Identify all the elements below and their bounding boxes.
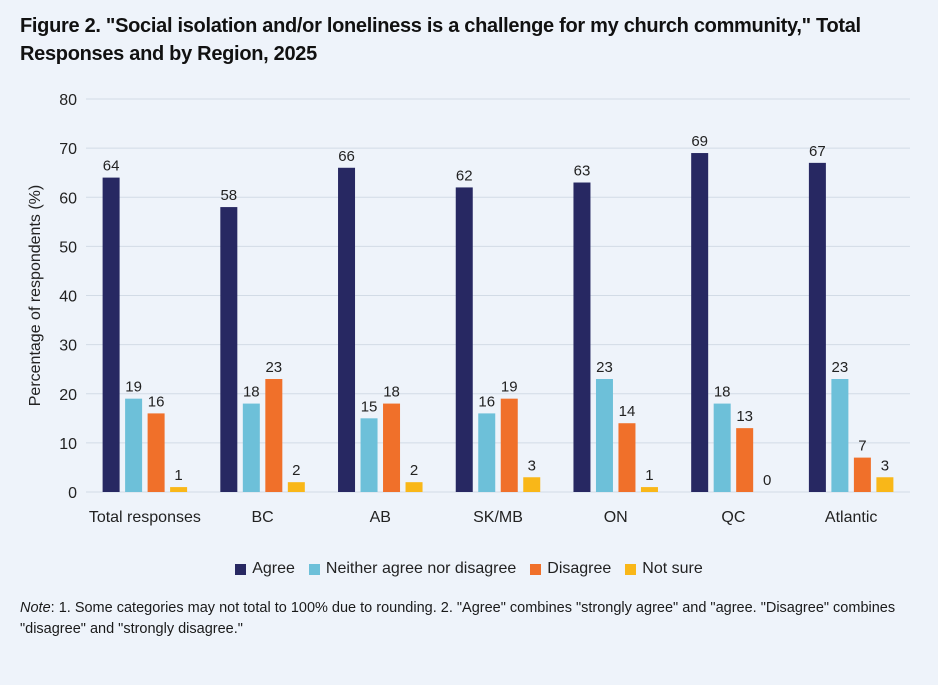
data-label: 3	[881, 457, 889, 474]
x-tick-label: Atlantic	[825, 509, 877, 526]
legend-swatch	[530, 563, 542, 575]
data-label: 7	[858, 438, 866, 455]
data-label: 23	[265, 359, 282, 376]
bar	[405, 482, 423, 492]
x-tick-label: Total responses	[89, 509, 201, 526]
legend-label: Not sure	[642, 560, 703, 577]
bar	[242, 403, 260, 492]
data-label: 58	[220, 187, 237, 204]
y-tick-label: 80	[59, 92, 77, 109]
legend-swatch	[308, 563, 320, 575]
y-tick-label: 40	[59, 289, 77, 306]
data-label: 16	[148, 393, 165, 410]
legend-item: Not sure	[625, 560, 703, 578]
legend-item: Agree	[235, 560, 295, 578]
data-label: 15	[361, 398, 378, 415]
legend-label: Agree	[252, 560, 295, 577]
data-label: 1	[645, 467, 653, 484]
data-label: 64	[103, 158, 120, 175]
bar	[170, 487, 188, 492]
bar	[640, 487, 658, 492]
data-label: 63	[574, 163, 591, 180]
y-axis-label: Percentage of respondents (%)	[27, 185, 44, 406]
data-label: 23	[596, 359, 613, 376]
data-label: 66	[338, 148, 355, 165]
bar	[125, 398, 143, 492]
y-tick-label: 10	[59, 436, 77, 453]
data-label: 18	[714, 384, 731, 401]
legend-label: Disagree	[547, 560, 612, 577]
bar	[618, 423, 636, 492]
x-tick-label: SK/MB	[473, 509, 523, 526]
bar	[691, 153, 709, 492]
legend-swatch	[235, 563, 247, 575]
data-label: 13	[736, 408, 753, 425]
bar	[338, 167, 356, 492]
bar	[265, 379, 283, 492]
legend-item: Neither agree nor disagree	[308, 560, 517, 578]
legend-swatch	[625, 563, 637, 575]
chart-note: Note: 1. Some categories may not total t…	[20, 598, 925, 640]
bar	[147, 413, 165, 492]
bar	[831, 379, 849, 492]
bar	[713, 403, 731, 492]
data-label: 19	[501, 379, 518, 396]
bar	[455, 187, 473, 493]
bar	[102, 177, 120, 492]
data-label: 0	[763, 472, 771, 489]
data-label: 19	[125, 379, 142, 396]
data-label: 23	[832, 359, 849, 376]
bar	[478, 413, 496, 492]
data-label: 18	[383, 384, 400, 401]
bar	[523, 477, 541, 492]
data-label: 3	[528, 457, 536, 474]
bar	[573, 182, 591, 492]
chart-title: Figure 2. "Social isolation and/or lonel…	[20, 15, 861, 65]
data-label: 69	[691, 133, 708, 150]
data-label: 18	[243, 384, 260, 401]
bar	[383, 403, 401, 492]
x-tick-label: ON	[604, 509, 628, 526]
bar	[736, 428, 754, 492]
note-text: : 1. Some categories may not total to 10…	[20, 600, 896, 637]
bar	[808, 162, 826, 493]
bar	[595, 379, 613, 492]
data-label: 14	[619, 403, 636, 420]
bar	[287, 482, 305, 492]
x-tick-label: BC	[251, 509, 273, 526]
bar	[876, 477, 894, 492]
data-label: 67	[809, 143, 826, 160]
data-label: 1	[174, 467, 182, 484]
y-tick-label: 60	[59, 190, 77, 207]
x-tick-label: QC	[721, 509, 745, 526]
data-label: 2	[410, 462, 418, 479]
y-tick-label: 50	[59, 239, 77, 256]
legend-label: Neither agree nor disagree	[325, 560, 517, 577]
data-label: 62	[456, 167, 473, 184]
data-label: 2	[292, 462, 300, 479]
bar	[853, 457, 871, 492]
y-tick-label: 70	[59, 141, 77, 158]
y-tick-label: 20	[59, 387, 77, 404]
y-tick-label: 30	[59, 338, 77, 355]
note-label: Note	[20, 600, 51, 616]
data-label: 16	[478, 393, 495, 410]
chart-legend: Agree Neither agree nor disagree Disagree N…	[0, 560, 938, 578]
bar	[220, 207, 238, 492]
bar	[500, 398, 518, 492]
bar	[360, 418, 378, 492]
legend-item: Disagree	[530, 560, 611, 578]
y-tick-label: 0	[68, 485, 77, 502]
x-tick-label: AB	[370, 509, 391, 526]
